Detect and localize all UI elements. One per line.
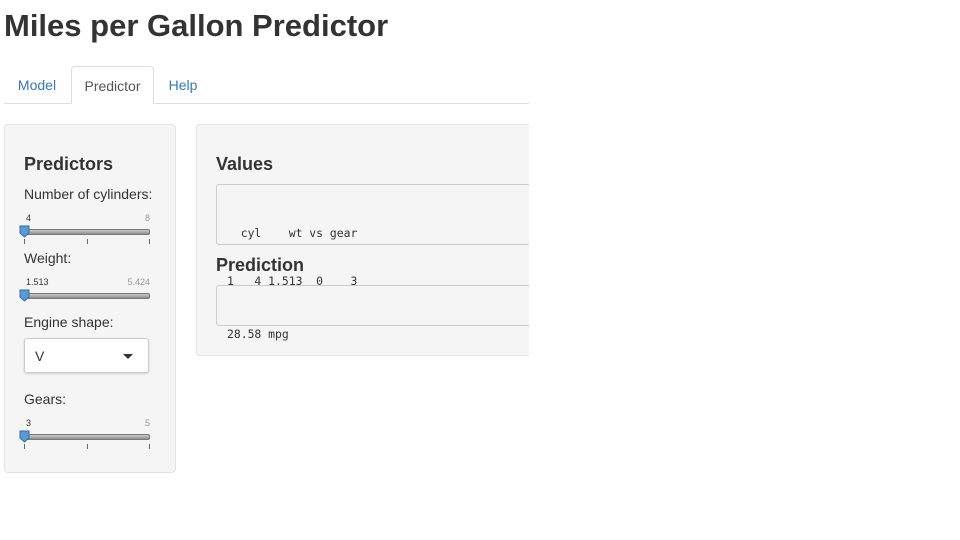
- prediction-text: 28.58 mpg: [227, 327, 289, 341]
- slider-tick: [149, 239, 150, 244]
- slider-tick: [87, 239, 88, 244]
- slider-tick: [149, 444, 150, 449]
- weight-min-value: 1.513: [26, 277, 49, 287]
- engine-shape-label: Engine shape:: [24, 314, 114, 330]
- values-heading: Values: [216, 154, 274, 174]
- tab-model[interactable]: Model: [17, 77, 57, 93]
- weight-slider[interactable]: 1.513 5.424: [19, 277, 150, 313]
- values-table-row: 1 4 1.513 0 3: [227, 274, 358, 288]
- slider-tick: [87, 444, 88, 449]
- gears-max-value: 5: [144, 418, 150, 428]
- gears-label: Gears:: [24, 391, 67, 407]
- slider-tick: [24, 239, 25, 244]
- slider-track[interactable]: [24, 434, 150, 440]
- cylinders-min-value: 4: [26, 213, 32, 223]
- engine-shape-selected-value: V: [35, 348, 45, 364]
- cylinders-label: Number of cylinders:: [24, 186, 153, 202]
- prediction-output: 28.58 mpg: [216, 285, 529, 341]
- slider-handle-icon[interactable]: [19, 225, 30, 238]
- gears-slider[interactable]: 3 5: [19, 418, 150, 454]
- engine-shape-select[interactable]: V: [24, 338, 149, 373]
- values-table-header: cyl wt vs gear: [227, 226, 358, 240]
- sidebar-panel: Predictors Number of cylinders: 4 8 Weig…: [4, 124, 176, 473]
- gears-min-value: 3: [26, 418, 32, 428]
- predictors-heading: Predictors: [24, 154, 114, 174]
- page-title: Miles per Gallon Predictor: [4, 8, 389, 43]
- slider-track[interactable]: [24, 293, 150, 299]
- values-output: cyl wt vs gear 1 4 1.513 0 3: [216, 184, 529, 288]
- cylinders-max-value: 8: [144, 213, 150, 223]
- tab-bar: Model Predictor Help: [4, 66, 529, 104]
- weight-max-value: 5.424: [127, 277, 150, 287]
- weight-label: Weight:: [24, 250, 72, 266]
- slider-tick: [24, 444, 25, 449]
- slider-handle-icon[interactable]: [19, 289, 30, 302]
- tab-help[interactable]: Help: [168, 77, 198, 93]
- cylinders-slider[interactable]: 4 8: [19, 213, 150, 249]
- main-panel: Values cyl wt vs gear 1 4 1.513 0 3 Pred…: [196, 124, 529, 356]
- slider-handle-icon[interactable]: [19, 430, 30, 443]
- slider-track[interactable]: [24, 229, 150, 235]
- chevron-down-icon: [123, 354, 133, 359]
- prediction-heading: Prediction: [216, 255, 305, 275]
- tab-predictor[interactable]: Predictor: [71, 66, 154, 104]
